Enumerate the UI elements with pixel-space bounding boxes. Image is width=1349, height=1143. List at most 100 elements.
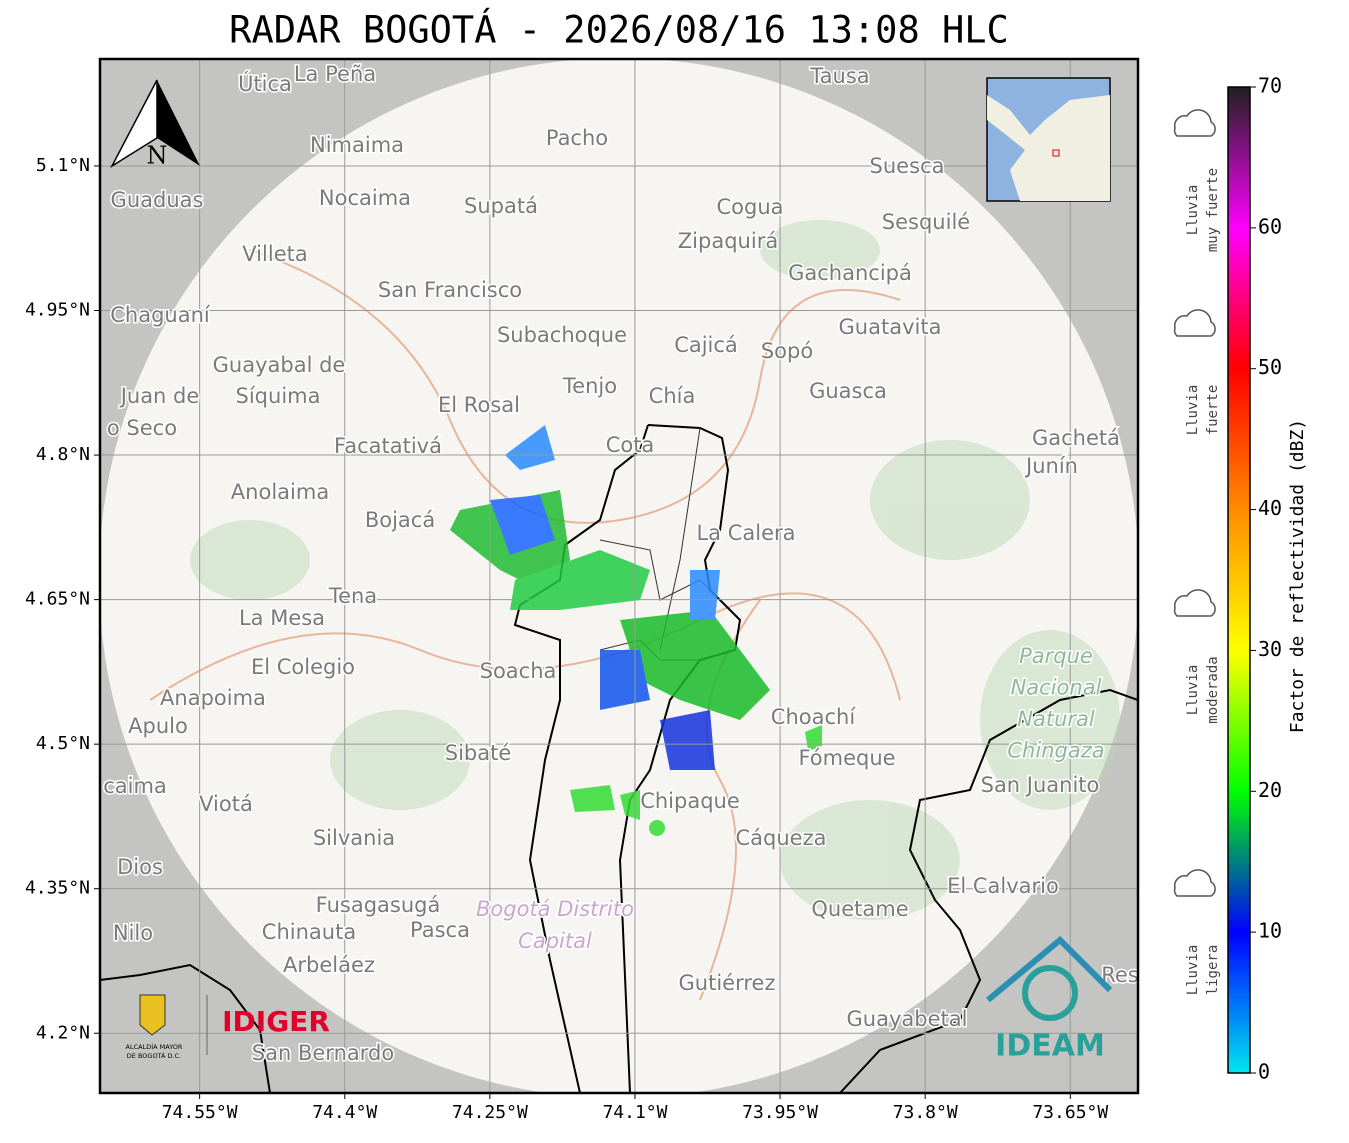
legend-icon (1173, 109, 1216, 137)
legend-icon (1173, 589, 1216, 617)
y-tick-label: 5.1°N (36, 155, 90, 176)
place-label: Bojacá (365, 508, 435, 532)
park-label: Chingaza (1007, 739, 1104, 763)
y-tick-label: 4.5°N (36, 733, 90, 754)
map-frame (98, 57, 1140, 1095)
colorbar (1227, 86, 1251, 1074)
place-label: Gutiérrez (679, 971, 776, 995)
place-label: Subachoque (497, 323, 627, 347)
colorbar-tick-label: 40 (1258, 496, 1282, 520)
alcaldia-line: ALCALDÍA MAYOR (126, 1042, 183, 1051)
legend-icon (1173, 309, 1216, 337)
place-label: Suesca (870, 154, 945, 178)
place-label: Nimaima (310, 133, 404, 157)
y-tick-label: 4.35°N (25, 878, 90, 899)
place-label: El Rosal (438, 393, 520, 417)
x-tick-label: 74.1°W (602, 1102, 667, 1123)
place-label: caima (103, 774, 167, 798)
place-label: Guayabetal (847, 1007, 968, 1031)
logos: ALCALDÍA MAYOR DE BOGOTÁ D.C. IDIGER IDE… (126, 935, 1113, 1064)
legend-label: Lluvia (1185, 665, 1201, 716)
place-label: Sopó (761, 339, 813, 363)
place-label: Gachancipá (788, 261, 912, 285)
place-label: Sesquilé (882, 210, 970, 234)
place-label: Tausa (809, 64, 869, 88)
place-label: Nilo (113, 921, 153, 945)
place-label: Chía (649, 384, 696, 408)
place-label: Villeta (242, 242, 307, 266)
x-tick-label: 73.65°W (1032, 1102, 1108, 1123)
place-label: Cota (606, 433, 655, 457)
place-label: Pasca (410, 918, 470, 942)
place-label: Cajicá (674, 333, 738, 357)
place-label: El Colegio (251, 655, 355, 679)
park-label: Parque (1019, 644, 1093, 668)
place-label: Tena (328, 584, 377, 608)
district-label: Capital (518, 929, 592, 953)
place-label: Soacha (480, 659, 557, 683)
place-label: Dios (117, 855, 163, 879)
place-label: Res (1101, 963, 1139, 987)
place-label: Quetame (811, 897, 908, 921)
place-label: Tenjo (562, 374, 617, 398)
place-label: Guayabal de (213, 353, 346, 377)
legend-label: muy fuerte (1205, 168, 1221, 252)
place-label: Apulo (128, 714, 188, 738)
inset-map (986, 77, 1111, 202)
place-label: Anapoima (160, 686, 266, 710)
y-tick-label: 4.8°N (36, 444, 90, 465)
place-label: La Calera (696, 521, 795, 545)
place-label: Arbeláez (283, 953, 375, 977)
idiger-logo: IDIGER (222, 1005, 330, 1038)
place-label: Útica (238, 71, 292, 96)
place-label: Juan de (119, 384, 200, 408)
place-label: Choachí (771, 705, 857, 729)
colorbar-tick-label: 50 (1258, 355, 1282, 379)
place-label: San Juanito (981, 773, 1100, 797)
place-label: Chaguaní (110, 303, 211, 327)
colorbar-tick-label: 60 (1258, 214, 1282, 238)
colorbar-tick-label: 10 (1258, 919, 1282, 943)
place-label: Gachetá (1032, 426, 1120, 450)
place-label: Fómeque (798, 746, 895, 770)
place-label: Nocaima (319, 186, 411, 210)
place-label: Chipaque (640, 789, 740, 813)
legend-label: Lluvia (1185, 385, 1201, 436)
y-tick-label: 4.2°N (36, 1022, 90, 1043)
place-label: La Peña (294, 62, 376, 86)
park-label: Natural (1017, 707, 1095, 731)
place-label: Cogua (716, 195, 783, 219)
place-label: El Calvario (947, 874, 1059, 898)
y-tick-label: 4.65°N (25, 589, 90, 610)
legend-label: Lluvia (1185, 185, 1201, 236)
legend-label: moderada (1205, 656, 1221, 723)
y-tick-label: 4.95°N (25, 300, 90, 321)
place-label: Guatavita (839, 315, 942, 339)
place-label: o Seco (107, 416, 177, 440)
x-tick-label: 73.95°W (742, 1102, 818, 1123)
place-label: Facatativá (334, 434, 442, 458)
colorbar-tick-label: 20 (1258, 778, 1282, 802)
district-label: Bogotá Distrito (476, 897, 634, 921)
place-label: Guasca (809, 379, 887, 403)
place-label: Guaduas (111, 188, 204, 212)
place-label: Supatá (464, 194, 538, 218)
ideam-logo: IDEAM (995, 1029, 1105, 1064)
colorbar-tick-label: 70 (1258, 74, 1282, 98)
colorbar-tick-label: 30 (1258, 637, 1282, 661)
place-label: Zipaquirá (678, 229, 778, 253)
place-label: La Mesa (239, 606, 325, 630)
legend-label: Lluvia (1185, 945, 1201, 996)
place-label: San Francisco (378, 278, 522, 302)
place-label: Cáqueza (736, 826, 827, 850)
park-label: Nacional (1011, 676, 1102, 700)
x-tick-label: 74.4°W (312, 1102, 377, 1123)
x-tick-label: 73.8°W (893, 1102, 958, 1123)
alcaldia-line: DE BOGOTÁ D.C. (127, 1051, 181, 1060)
x-tick-label: 74.25°W (452, 1102, 528, 1123)
colorbar-tick-label: 0 (1258, 1060, 1270, 1084)
x-tick-label: 74.55°W (162, 1102, 238, 1123)
place-label: Síquima (236, 384, 321, 408)
place-label: Silvania (313, 826, 395, 850)
